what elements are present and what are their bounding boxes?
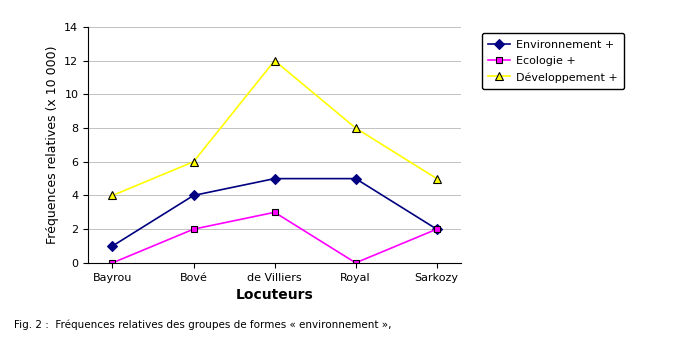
Legend: Environnement +, Ecologie +, Développement +: Environnement +, Ecologie +, Développeme… (481, 32, 624, 89)
Développement + (433, 177, 441, 181)
Environnement + (271, 177, 279, 181)
Line: Ecologie +: Ecologie + (109, 209, 440, 266)
Line: Environnement +: Environnement + (109, 175, 440, 249)
Ecologie + (352, 261, 360, 265)
Environnement + (108, 244, 117, 248)
X-axis label: Locuteurs: Locuteurs (236, 288, 313, 302)
Développement + (108, 193, 117, 197)
Text: Fig. 2 :  Fréquences relatives des groupes de formes « environnement »,: Fig. 2 : Fréquences relatives des groupe… (14, 320, 391, 330)
Développement + (189, 160, 197, 164)
Environnement + (189, 193, 197, 197)
Ecologie + (189, 227, 197, 231)
Ecologie + (108, 261, 117, 265)
Line: Développement +: Développement + (108, 57, 441, 200)
Environnement + (433, 227, 441, 231)
Développement + (271, 59, 279, 63)
Y-axis label: Fréquences relatives (x 10 000): Fréquences relatives (x 10 000) (45, 45, 59, 244)
Ecologie + (271, 210, 279, 214)
Ecologie + (433, 227, 441, 231)
Développement + (352, 126, 360, 130)
Environnement + (352, 177, 360, 181)
